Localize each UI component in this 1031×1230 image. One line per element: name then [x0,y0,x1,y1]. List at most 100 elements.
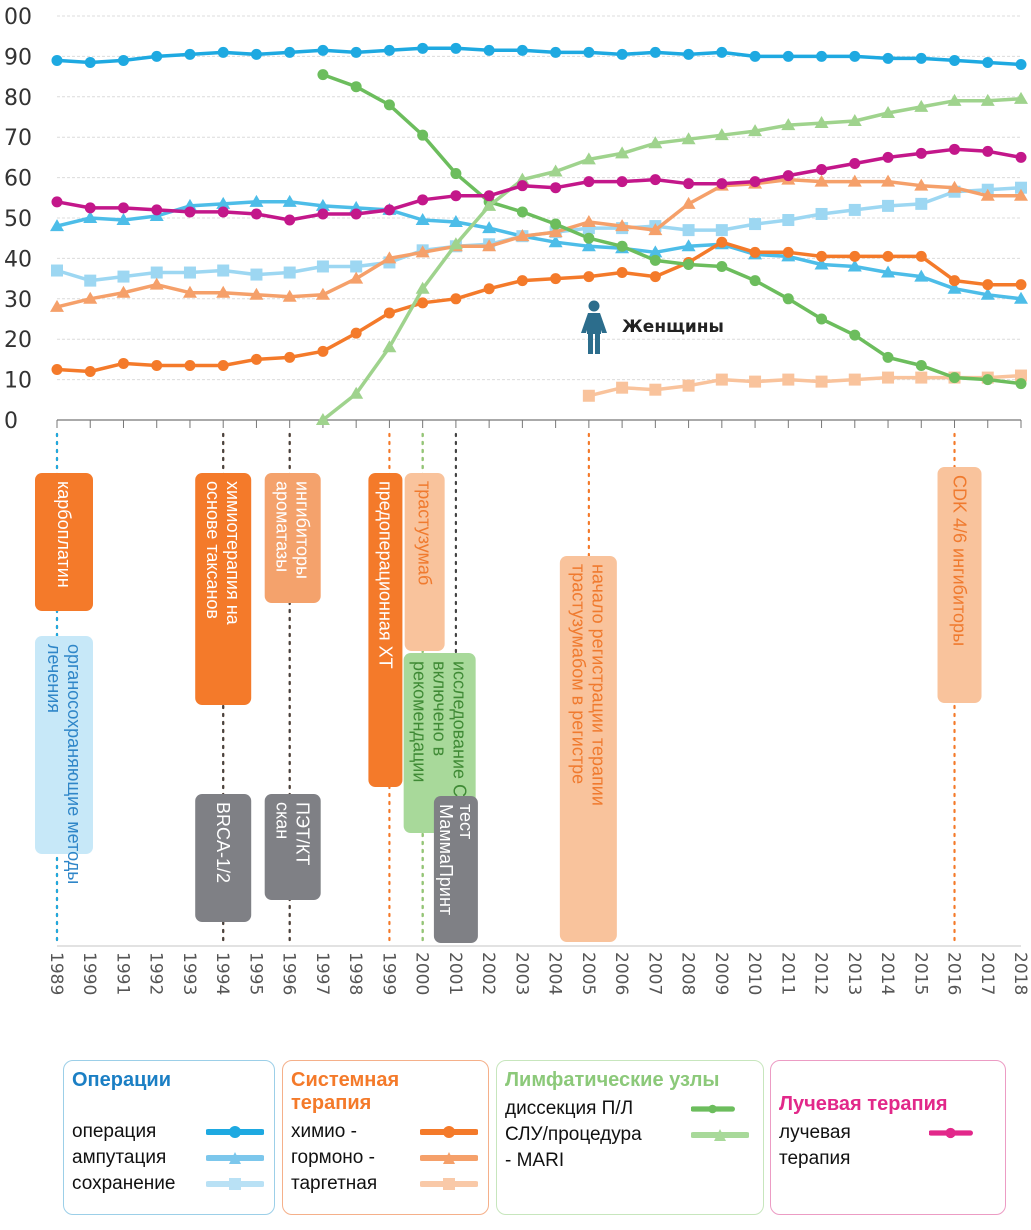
data-point [284,214,296,226]
series-line [56,177,1021,309]
data-point [915,359,927,371]
data-point [847,114,862,127]
series-lines [50,42,1028,425]
legend-item[interactable]: операция [72,1119,266,1145]
legend-item[interactable]: гормоно - [291,1145,480,1171]
data-point [782,373,795,386]
legend-item[interactable]: таргетная [291,1171,480,1197]
series-line [56,46,1022,67]
y-tick-label: 90 [4,45,32,70]
data-point [483,283,495,295]
data-point [915,371,928,384]
x-tick-label: 2010 [744,952,764,995]
data-point [317,69,329,81]
data-point [949,54,961,66]
data-point [681,196,696,209]
x-tick-label: 2009 [711,952,731,995]
data-point [350,46,362,58]
data-point [749,375,762,388]
data-point [117,202,129,214]
legend-item[interactable]: лучевая [779,1120,997,1146]
data-point [814,116,829,129]
data-point [50,299,64,312]
data-point [1015,58,1027,70]
legend-item[interactable]: диссекция П/Л [505,1096,755,1122]
data-point [980,93,995,106]
data-point [550,218,562,230]
event-box-bg [264,794,321,900]
data-point [882,371,895,384]
event-box-bg [35,636,93,854]
event-box-bg [403,653,476,833]
data-point [516,180,528,192]
series-line [321,97,1022,422]
data-point [749,246,761,258]
data-point [648,223,663,236]
data-point [980,287,995,300]
x-tick-label: 2016 [944,952,964,995]
data-point [782,50,794,62]
data-point [616,267,628,279]
legend-item-continued: терапия [779,1148,851,1169]
data-point [749,218,762,231]
x-tick-label: 2017 [977,952,997,995]
data-point [316,260,329,273]
legend-item[interactable]: ампутация [72,1145,266,1171]
x-tick-label: 2002 [478,952,498,995]
data-point [450,293,462,305]
y-tick-label: 0 [4,409,18,434]
data-point [249,287,264,300]
data-point [616,240,628,252]
data-point [947,93,962,106]
event-box-bg [404,473,445,651]
event-label: трастузумаб [415,481,435,585]
data-point [482,239,497,252]
x-tick-label: 2000 [412,952,432,995]
data-point [151,50,163,62]
series-line [322,72,1022,386]
data-point [315,413,330,425]
data-point [982,145,994,157]
circle-marker-icon [691,1104,735,1114]
data-point [250,208,262,220]
data-point [882,351,894,363]
x-tick-label: 1996 [279,952,299,995]
x-tick-label: 2018 [1010,952,1030,995]
data-point [715,224,728,237]
event-label: ПЭТ/КТ [293,802,313,865]
data-point [51,364,63,375]
x-tick-label: 2006 [611,952,631,995]
x-tick-label: 1998 [345,952,365,995]
triangle-marker-icon [420,1152,478,1164]
data-point [915,250,927,262]
data-point [881,265,896,278]
data-point [716,178,728,190]
data-point [683,48,695,60]
data-point [814,174,829,187]
data-point [317,44,329,56]
data-point [716,236,728,248]
data-point [116,213,131,226]
legend-item[interactable]: химио - [291,1119,480,1145]
event-label: химиотерапия на [223,481,243,626]
legend-item[interactable]: СЛУ/процедура [505,1122,755,1148]
legend-item[interactable]: сохранение [72,1171,266,1197]
x-tick-label: 2014 [877,952,897,995]
event-label: тест [456,804,476,839]
legend-title: Лучевая терапия [779,1093,948,1115]
data-point [415,213,430,226]
legend-group-systemic: Системная терапия химио - гормоно - тарг… [282,1060,489,1215]
data-point [382,251,397,264]
y-tick-label: 00 [4,5,32,30]
event-box-bg [433,796,478,943]
data-point [217,206,229,218]
event-box-bg [264,473,321,603]
data-point [949,275,961,287]
data-point [50,219,64,232]
event-box: CDK 4/6 ингибиторы [937,467,982,703]
data-point [648,245,663,258]
data-point [849,250,861,262]
